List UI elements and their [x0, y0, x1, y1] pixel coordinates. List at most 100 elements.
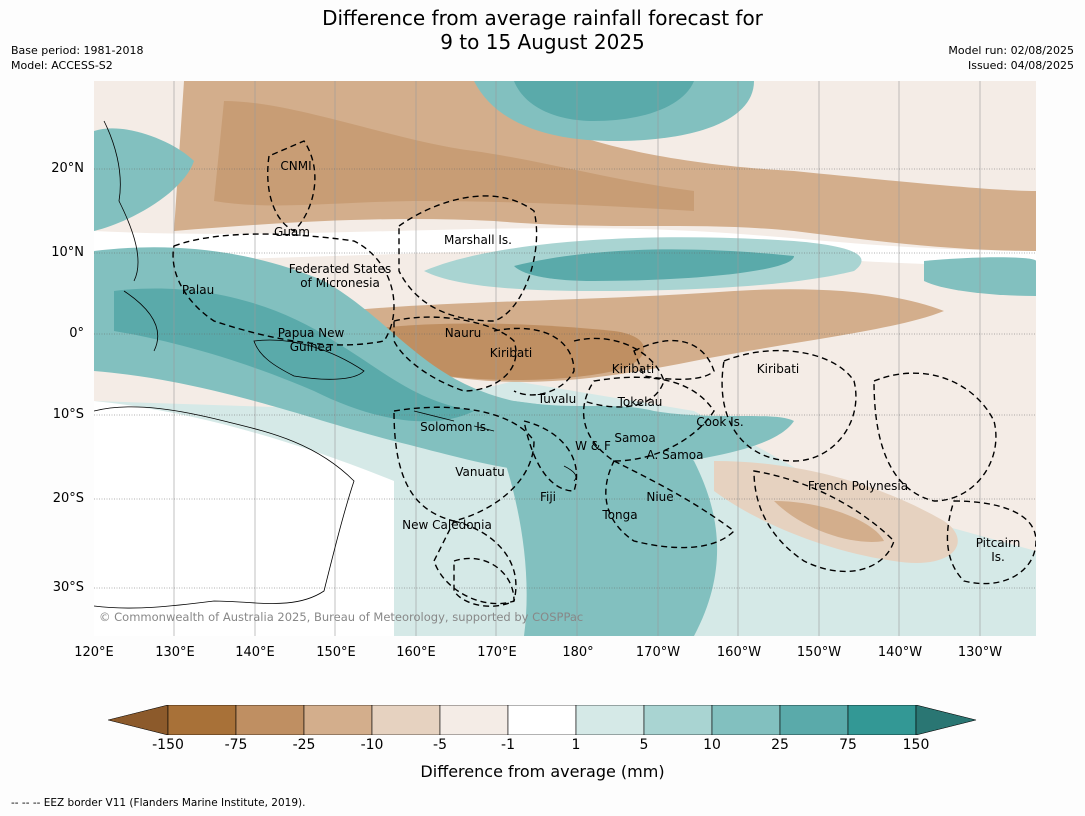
title-line-1: Difference from average rainfall forecas…	[322, 6, 763, 30]
lon-tick-140e: 140°E	[235, 645, 275, 660]
lon-tick-170e: 170°E	[477, 645, 517, 660]
colorbar-title: Difference from average (mm)	[420, 762, 665, 781]
model-run: Model run: 02/08/2025	[948, 44, 1074, 57]
label-cnmi: CNMI	[280, 159, 312, 173]
latitude-gridlines	[94, 168, 1036, 589]
lat-tick-20s: 20°S	[52, 491, 84, 506]
label-pitcairn: Pitcairn Is.	[976, 536, 1021, 564]
colorbar-tick-label: -75	[224, 737, 248, 753]
coastlines	[94, 120, 577, 609]
lat-tick-10s: 10°S	[52, 407, 84, 422]
label-pitcairn-line1: Pitcairn	[975, 536, 1021, 550]
eez-borders	[172, 140, 1036, 607]
label-tonga: Tonga	[602, 508, 638, 522]
label-wallis-futuna: W & F	[575, 439, 611, 453]
anomaly-north-teal-deep	[514, 81, 694, 121]
lat-tick-30s: 30°S	[52, 580, 84, 595]
colorbar	[108, 705, 977, 735]
label-french-polynesia: French Polynesia	[807, 479, 909, 493]
label-fsm-line2: of Micronesia	[300, 276, 380, 290]
run-info: Model run: 02/08/2025 Issued: 04/08/2025	[948, 43, 1074, 73]
colorbar-tick-label: -150	[152, 737, 184, 753]
colorbar-cell	[507, 705, 577, 735]
anomaly-australia-zone	[94, 401, 394, 636]
lon-tick-140w: 140°W	[877, 645, 923, 660]
label-niue: Niue	[646, 490, 674, 504]
label-png-line1: Papua New	[277, 326, 345, 340]
colorbar-cell	[575, 705, 645, 735]
label-kiribati-east: Kiribati	[756, 362, 800, 376]
lon-tick-120e: 120°E	[74, 645, 114, 660]
colorbar-cell	[439, 705, 509, 735]
label-new-caledonia: New Caledonia	[402, 518, 492, 532]
label-cook: Cook Is.	[696, 415, 744, 429]
label-fiji: Fiji	[539, 490, 557, 504]
label-fsm: Federated States of Micronesia	[289, 262, 391, 290]
base-period: Base period: 1981-2018	[11, 44, 144, 57]
lat-tick-20n: 20°N	[51, 161, 84, 176]
colorbar-cell	[711, 705, 781, 735]
colorbar-cell	[303, 705, 373, 735]
label-tokelau: Tokelau	[617, 395, 663, 409]
lon-tick-130e: 130°E	[155, 645, 195, 660]
model-info: Base period: 1981-2018 Model: ACCESS-S2	[11, 43, 143, 73]
label-guam: Guam	[274, 225, 310, 239]
label-marshall: Marshall Is.	[444, 233, 512, 247]
anomaly-north-brown-deep	[214, 101, 694, 211]
chart-title: Difference from average rainfall forecas…	[0, 6, 1085, 54]
colorbar-tick-label: -5	[433, 737, 447, 753]
issued-date: Issued: 04/08/2025	[967, 59, 1074, 72]
colorbar-cell	[235, 705, 305, 735]
label-palau: Palau	[181, 283, 215, 297]
label-kiribati-west: Kiribati	[489, 346, 533, 360]
lon-tick-180: 180°	[562, 645, 594, 660]
label-kiribati-central: Kiribati	[611, 362, 655, 376]
colorbar-tick-label: -1	[501, 737, 515, 753]
colorbar-extend-high	[915, 705, 977, 735]
lon-tick-160w: 160°W	[716, 645, 762, 660]
label-fsm-line1: Federated States	[288, 262, 392, 276]
colorbar-tick-label: -10	[360, 737, 384, 753]
label-samoa: Samoa	[614, 431, 656, 445]
lat-tick-0: 0°	[69, 326, 84, 341]
colorbar-extend-low	[108, 705, 169, 735]
anomaly-north-brown	[174, 81, 1036, 251]
colorbar-cell	[643, 705, 713, 735]
rainfall-anomaly-map	[94, 81, 1036, 636]
colorbar-cell	[779, 705, 849, 735]
anomaly-spcz-teal	[494, 401, 718, 636]
anomaly-warmpool-teal	[94, 247, 794, 474]
title-line-2: 9 to 15 August 2025	[440, 30, 645, 54]
label-pitcairn-line2: Is.	[991, 550, 1005, 564]
label-png: Papua New Guinea	[278, 326, 345, 354]
lon-tick-150e: 150°E	[316, 645, 356, 660]
colorbar-cell	[847, 705, 917, 735]
anomaly-warmpool-teal-deep	[114, 288, 474, 422]
lon-tick-160e: 160°E	[396, 645, 436, 660]
longitude-gridlines	[173, 81, 981, 636]
lon-tick-130w: 130°W	[957, 645, 1003, 660]
colorbar-tick-label: 150	[902, 737, 930, 753]
colorbar-tick-label: 1	[571, 737, 581, 753]
colorbar-tick-label: 75	[839, 737, 857, 753]
anomaly-itcz-teal-deep	[514, 249, 794, 281]
colorbar-tick-label: 10	[703, 737, 721, 753]
copyright-notice: © Commonwealth of Australia 2025, Bureau…	[99, 610, 584, 624]
lon-tick-170w: 170°W	[635, 645, 681, 660]
eez-legend: -- -- -- EEZ border V11 (Flanders Marine…	[11, 797, 306, 809]
colorbar-tick-label: 25	[771, 737, 789, 753]
label-tuvalu: Tuvalu	[537, 392, 577, 406]
anomaly-philippines-teal	[94, 128, 194, 231]
colorbar-tick-label: 5	[639, 737, 649, 753]
label-solomon: Solomon Is.	[420, 420, 490, 434]
label-american-samoa: A. Samoa	[646, 448, 704, 462]
colorbar-cell	[167, 705, 237, 735]
lon-tick-150w: 150°W	[796, 645, 842, 660]
label-nauru: Nauru	[444, 326, 482, 340]
label-vanuatu: Vanuatu	[455, 465, 505, 479]
model-name: Model: ACCESS-S2	[11, 59, 113, 72]
colorbar-tick-label: -25	[292, 737, 316, 753]
lat-tick-10n: 10°N	[51, 245, 84, 260]
anomaly-south-brown-deep	[774, 501, 884, 542]
label-png-line2: Guinea	[289, 340, 333, 354]
